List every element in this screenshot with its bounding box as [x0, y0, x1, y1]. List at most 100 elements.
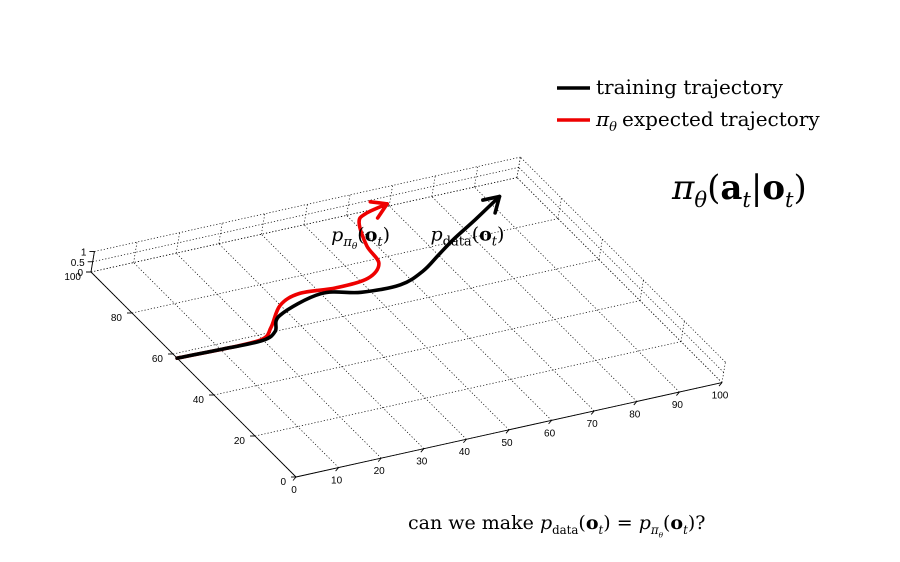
- expected-trajectory-line: [175, 202, 389, 360]
- grid-floor-x: [303, 224, 510, 431]
- z-tick-label: 0: [77, 268, 83, 279]
- legend-symbol-sub: θ: [609, 120, 617, 135]
- y-tick-label: 80: [111, 313, 123, 324]
- x-tick-label: 10: [331, 476, 343, 487]
- x-tick-label: 50: [501, 438, 513, 449]
- grid-side-z: [520, 156, 726, 363]
- formula-a-sub: t: [742, 186, 751, 212]
- y-tick-label: 0: [280, 477, 286, 488]
- grid-floor-x: [218, 243, 425, 449]
- grid-floor-y: [131, 218, 559, 314]
- question-text: can we make pdata(ot) = pπθ(ot)?: [408, 512, 706, 540]
- density-arg: o: [479, 224, 492, 246]
- grid-floor-x: [388, 205, 595, 412]
- formula-o-sub: t: [785, 186, 794, 212]
- grid-side-z: [518, 167, 724, 373]
- formula-bar: |: [750, 168, 763, 208]
- policy-formula: πθ(at|ot): [672, 168, 807, 212]
- grid-floor-x: [175, 252, 382, 459]
- legend: training trajectory πθ expected trajectory: [557, 75, 820, 135]
- grid-back-z: [90, 177, 518, 273]
- grid-floor-y: [254, 341, 682, 437]
- z-tick-label: 1: [81, 248, 87, 259]
- training-trajectory-density-label: pdata(ot): [430, 224, 504, 250]
- x-tick-label: 30: [416, 457, 428, 468]
- grid-back-x: [133, 242, 138, 263]
- grid-floor-y: [172, 259, 600, 355]
- grid-floor-x: [474, 186, 680, 393]
- density-sub: π: [342, 235, 352, 250]
- legend-symbol: π: [595, 107, 610, 131]
- question-eq: =: [616, 512, 633, 534]
- x-tick: [633, 401, 638, 406]
- x-tick: [463, 438, 467, 444]
- grid-side-y: [557, 198, 562, 219]
- legend-text: training trajectory: [596, 75, 784, 99]
- legend-label: training trajectory: [596, 75, 784, 99]
- x-tick: [718, 382, 723, 387]
- x-tick: [377, 457, 382, 462]
- x-tick: [590, 410, 595, 415]
- y-tick-label: 20: [234, 436, 246, 447]
- grid-floor-x: [431, 196, 638, 402]
- question-p2: p: [638, 512, 651, 534]
- training-trajectory-line: [175, 194, 502, 360]
- legend-label: πθ expected trajectory: [595, 107, 820, 135]
- density-close: ): [497, 224, 504, 246]
- density-argsub: t: [377, 235, 383, 250]
- series-lines: [175, 194, 502, 360]
- grid-floor-x: [133, 262, 339, 468]
- legend-text: expected trajectory: [622, 107, 820, 131]
- grid: [90, 156, 726, 478]
- formula-sub: θ: [694, 186, 708, 212]
- density-p: p: [430, 224, 442, 246]
- grid-back-z: [92, 167, 519, 263]
- grid-back-z: [94, 156, 521, 252]
- x-tick: [505, 429, 510, 434]
- grid-floor-x: [346, 215, 552, 421]
- grid-back-x: [218, 223, 223, 244]
- x-tick: [548, 420, 552, 425]
- density-p: p: [331, 224, 343, 246]
- grid-side-y: [516, 157, 521, 178]
- training-trajectory-arrowhead: [481, 194, 502, 215]
- y-tick-label: 60: [152, 354, 164, 365]
- x-tick-label: 70: [587, 419, 599, 430]
- formula-close: ): [793, 168, 807, 208]
- grid-floor-y: [213, 300, 641, 396]
- x-tick-label: 100: [712, 391, 729, 402]
- x-tick-label: 20: [374, 466, 386, 477]
- question-p2-sub: π: [650, 522, 659, 537]
- expected-trajectory-arrowhead: [368, 199, 389, 220]
- grid-back-x: [261, 213, 266, 235]
- formula-open: (: [707, 168, 721, 208]
- x-tick: [292, 476, 297, 481]
- density-open: (: [357, 224, 364, 246]
- question-o1: o: [585, 512, 599, 534]
- y-tick-label: 100: [64, 272, 81, 283]
- density-sub: data: [443, 235, 472, 250]
- question-suffix: ?: [695, 512, 706, 534]
- x-tick: [335, 467, 339, 472]
- x-tick-label: 60: [544, 428, 556, 439]
- formula-o: o: [762, 168, 785, 208]
- z-tick-label: 0.5: [71, 258, 85, 269]
- expected-trajectory-density-label: pπθ(ot): [331, 224, 390, 252]
- density-close: ): [383, 224, 390, 246]
- question-o1-sub: t: [598, 522, 604, 537]
- y-tick-label: 40: [193, 395, 205, 406]
- question-o2: o: [670, 512, 684, 534]
- grid-side-z: [516, 177, 723, 383]
- question-p2-subsub: θ: [658, 530, 663, 540]
- x-tick-label: 40: [459, 447, 471, 458]
- density-arg: o: [365, 224, 378, 246]
- x-tick-label: 0: [291, 485, 297, 496]
- x-tick-label: 90: [672, 400, 684, 411]
- y-axis: [90, 271, 297, 478]
- x-tick-label: 80: [629, 409, 641, 420]
- grid-floor-x: [261, 233, 467, 440]
- formula-a: a: [720, 168, 743, 208]
- density-open: (: [472, 224, 479, 246]
